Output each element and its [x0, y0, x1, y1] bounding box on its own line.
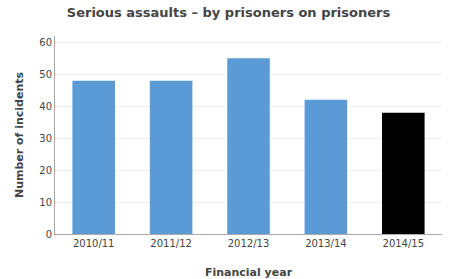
svg-text:2010/11: 2010/11 [73, 238, 115, 249]
svg-text:2014/15: 2014/15 [383, 238, 425, 249]
svg-text:50: 50 [39, 69, 52, 80]
svg-text:10: 10 [39, 197, 52, 208]
svg-text:40: 40 [39, 101, 52, 112]
svg-text:2013/14: 2013/14 [305, 238, 347, 249]
svg-text:60: 60 [39, 37, 52, 48]
svg-text:2011/12: 2011/12 [150, 238, 192, 249]
svg-text:20: 20 [39, 165, 52, 176]
svg-text:0: 0 [46, 229, 52, 240]
svg-text:2012/13: 2012/13 [228, 238, 270, 249]
svg-text:30: 30 [39, 133, 52, 144]
svg-text:Number of incidents: Number of incidents [13, 71, 26, 198]
svg-text:Serious assaults – by prisoner: Serious assaults – by prisoners on priso… [67, 5, 391, 20]
svg-text:Financial year: Financial year [205, 266, 293, 279]
